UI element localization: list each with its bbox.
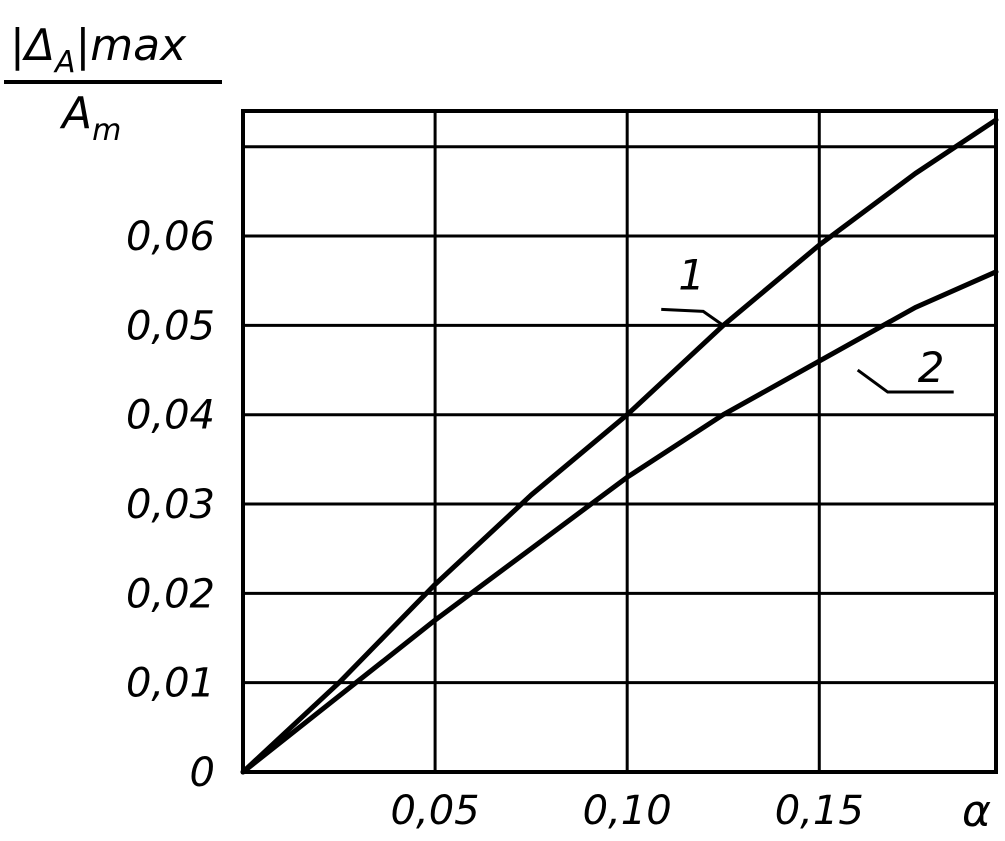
y-label-num-text: |Δ: [10, 20, 55, 71]
tick-labels: 0 0,01 0,02 0,03 0,04 0,05 0,06 0,05 0,10 0,15: [126, 214, 864, 834]
y-tick-label-6: 0,06: [126, 214, 215, 260]
plot-frame: [241, 109, 998, 774]
y-axis-label-numerator: |ΔA|max: [10, 20, 187, 80]
y-label-den-text: A: [59, 88, 92, 139]
series-layer: [240, 117, 999, 775]
series-label-2: 2: [918, 343, 945, 392]
y-axis-label-denominator: Am: [59, 88, 121, 148]
series-line-1: [240, 117, 999, 775]
y-tick-label-4: 0,04: [126, 393, 215, 439]
annotation-leader-1: [661, 307, 725, 327]
x-tick-label-1: 0,10: [583, 788, 672, 834]
annotation-leader-2: [856, 368, 954, 394]
y-tick-label-0: 0: [190, 750, 215, 796]
series-line-2: [240, 269, 999, 775]
y-tick-label-1: 0,01: [126, 661, 215, 707]
annotation-layer: 12: [661, 250, 954, 394]
y-tick-label-3: 0,03: [126, 482, 215, 528]
y-label-den-sub: m: [92, 113, 121, 148]
y-label-num-sub: A: [53, 45, 76, 80]
y-tick-label-5: 0,05: [126, 303, 215, 349]
x-tick-label-0: 0,05: [391, 788, 480, 834]
series-label-1: 1: [678, 250, 705, 299]
y-label-num-suffix: |max: [75, 20, 187, 71]
y-axis-label: |ΔA|max Am: [4, 20, 222, 148]
y-tick-label-2: 0,02: [126, 571, 215, 617]
grid: [243, 111, 996, 772]
x-tick-label-2: 0,15: [775, 788, 864, 834]
x-axis-label: α: [962, 786, 991, 836]
